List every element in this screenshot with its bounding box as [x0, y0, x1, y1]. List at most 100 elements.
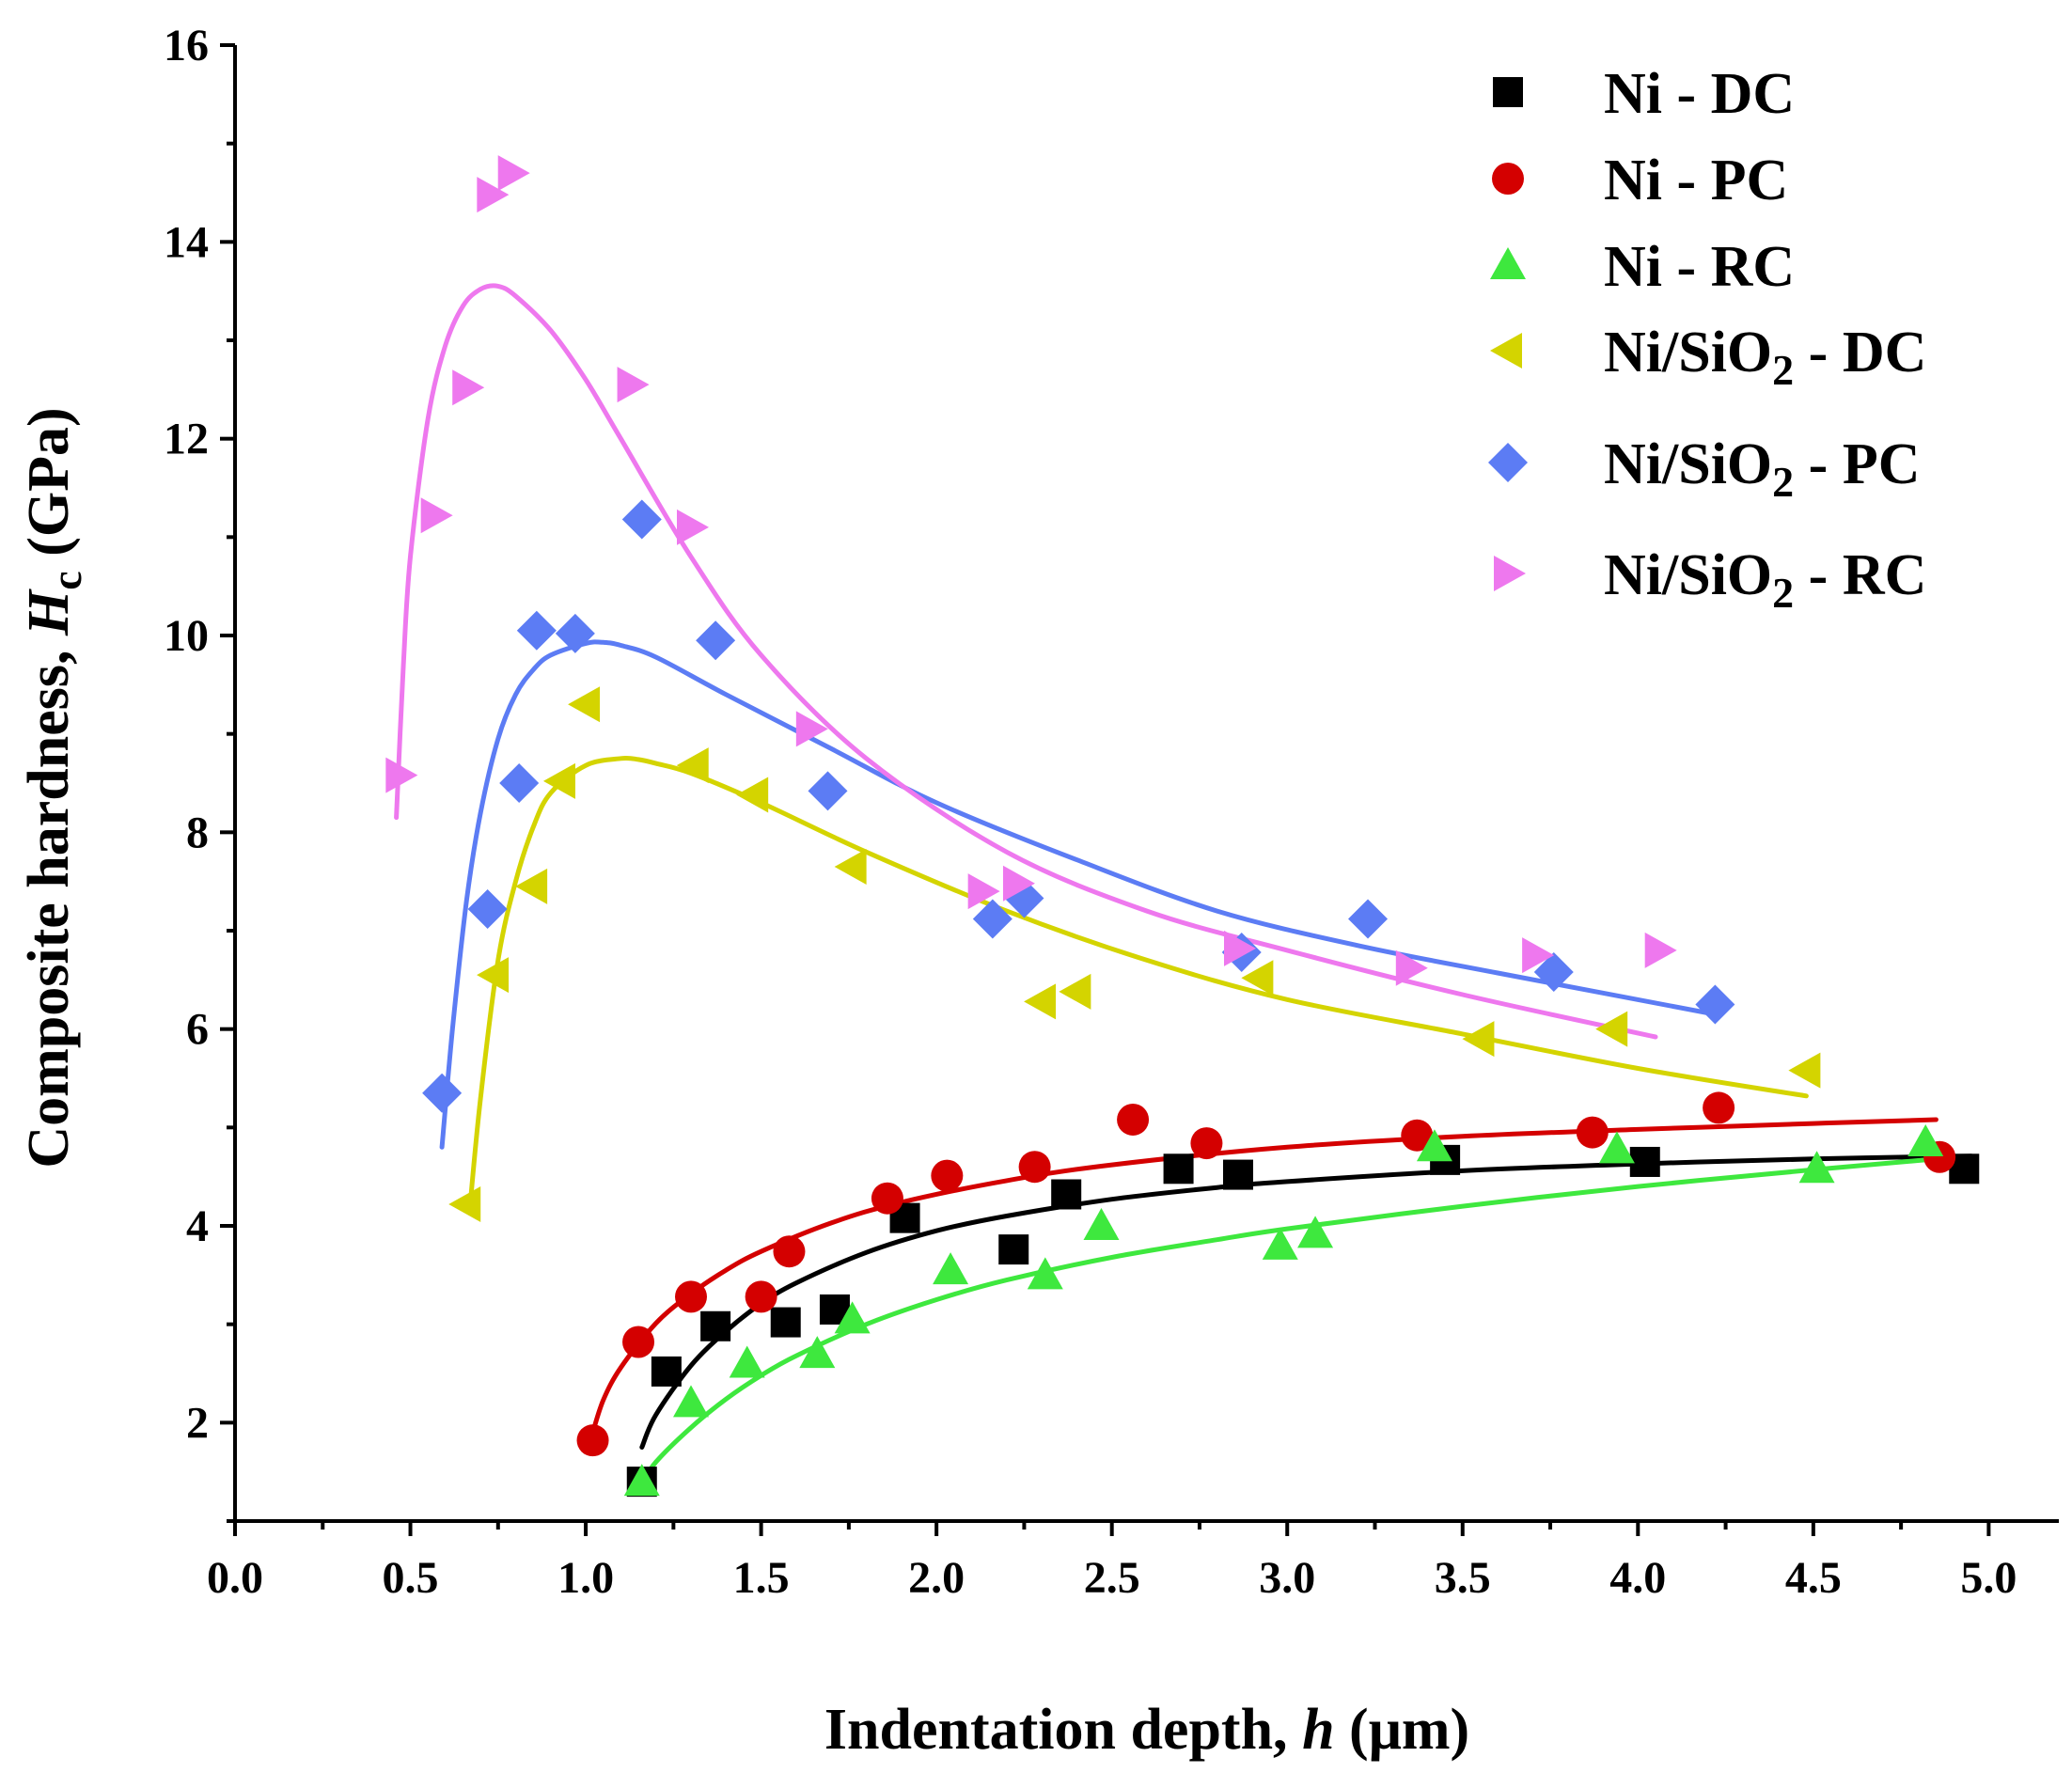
- legend: Ni - DC Ni - PC Ni - RC Ni/SiO2 - DC Ni/SiO2…: [1488, 62, 1926, 617]
- legend-label-ni-sio2-pc: Ni/SiO2 - PC: [1604, 432, 1920, 506]
- legend-label-ni-sio2-rc: Ni/SiO2 - RC: [1604, 543, 1926, 617]
- data-point-ni-sio2-dc: [1595, 1011, 1628, 1047]
- data-point-ni-sio2-rc: [477, 177, 510, 213]
- x-tick-label: 2.0: [908, 1553, 965, 1603]
- data-point-ni-sio2-pc: [467, 888, 508, 929]
- data-point-ni-rc: [834, 1301, 871, 1334]
- fit-line-ni-pc: [590, 1117, 1939, 1436]
- data-point-ni-sio2-dc: [834, 848, 867, 885]
- data-point-ni-pc: [1401, 1119, 1434, 1152]
- data-point-ni-sio2-pc: [1695, 984, 1735, 1025]
- data-point-ni-sio2-dc: [542, 762, 575, 799]
- data-point-ni-rc: [1907, 1124, 1944, 1157]
- data-point-ni-sio2-pc: [422, 1073, 463, 1113]
- data-point-ni-sio2-pc: [499, 763, 540, 803]
- data-point-ni-sio2-rc: [1002, 865, 1035, 902]
- data-point-ni-dc: [1051, 1179, 1082, 1210]
- data-point-ni-sio2-pc: [1348, 899, 1389, 939]
- data-point-ni-pc: [871, 1182, 903, 1215]
- legend-label-ni-dc: Ni - DC: [1604, 62, 1795, 126]
- data-point-ni-rc: [673, 1385, 709, 1418]
- x-tick-label: 3.5: [1435, 1553, 1491, 1603]
- data-point-ni-dc: [1223, 1159, 1253, 1190]
- data-points: [385, 155, 1980, 1498]
- fit-line-ni-sio2-dc: [467, 755, 1809, 1209]
- data-point-ni-sio2-dc: [736, 777, 769, 813]
- y-tick-label: 2: [186, 1398, 209, 1448]
- data-point-ni-sio2-pc: [555, 613, 595, 653]
- legend-marker-ni-rc: [1490, 247, 1526, 279]
- y-tick-label: 14: [164, 217, 209, 267]
- y-tick-label: 16: [164, 21, 209, 71]
- data-point-ni-sio2-dc: [448, 1185, 481, 1222]
- x-tick-label: 4.0: [1609, 1553, 1666, 1603]
- data-point-ni-sio2-rc: [617, 367, 650, 403]
- x-tick-label: 1.0: [557, 1553, 614, 1603]
- data-point-ni-rc: [1083, 1208, 1120, 1240]
- legend-marker-ni-sio2-dc: [1490, 333, 1522, 369]
- data-point-ni-dc: [651, 1356, 682, 1387]
- data-point-ni-rc: [1416, 1129, 1452, 1162]
- data-point-ni-sio2-dc: [1788, 1052, 1821, 1089]
- data-point-ni-pc: [931, 1159, 964, 1192]
- data-point-ni-sio2-rc: [1395, 949, 1428, 986]
- data-point-ni-pc: [675, 1280, 707, 1313]
- data-point-ni-rc: [1027, 1257, 1063, 1290]
- data-point-ni-rc: [1598, 1131, 1635, 1164]
- data-point-ni-sio2-pc: [808, 771, 848, 811]
- data-point-ni-sio2-dc: [515, 868, 548, 904]
- data-point-ni-sio2-dc: [676, 747, 709, 784]
- legend-marker-ni-sio2-pc: [1488, 443, 1528, 482]
- data-point-ni-pc: [1576, 1116, 1609, 1149]
- data-point-ni-dc: [1629, 1146, 1660, 1177]
- data-point-ni-dc: [700, 1310, 731, 1342]
- data-point-ni-rc: [623, 1464, 660, 1497]
- data-point-ni-dc: [1163, 1153, 1194, 1185]
- y-tick-label: 6: [186, 1005, 209, 1055]
- data-point-ni-sio2-rc: [420, 497, 453, 534]
- legend-label-ni-sio2-dc: Ni/SiO2 - DC: [1604, 321, 1926, 394]
- x-tick-label: 5.0: [1960, 1553, 2017, 1603]
- data-point-ni-rc: [729, 1345, 765, 1378]
- y-axis-title: Composite hardness, Hc (GPa): [17, 407, 90, 1168]
- fit-line-ni-sio2-rc: [394, 283, 1658, 1040]
- data-point-ni-pc: [1018, 1151, 1051, 1184]
- y-tick-label: 10: [164, 611, 209, 661]
- legend-marker-ni-dc: [1493, 77, 1523, 107]
- data-point-ni-sio2-rc: [1644, 932, 1677, 968]
- x-axis-title: Indentation depth, h (μm): [824, 1698, 1469, 1762]
- fit-line-ni-rc: [639, 1156, 1939, 1486]
- data-point-ni-sio2-pc: [696, 620, 736, 661]
- data-point-ni-sio2-rc: [677, 509, 709, 545]
- data-point-ni-pc: [622, 1326, 655, 1358]
- y-tick-label: 4: [186, 1201, 209, 1251]
- data-point-ni-sio2-dc: [568, 686, 601, 723]
- x-tick-label: 2.5: [1084, 1553, 1140, 1603]
- y-tick-label: 12: [164, 415, 209, 464]
- y-axis: 2 4 6 8 10 12 14 16: [164, 21, 235, 1523]
- data-point-ni-sio2-pc: [516, 610, 557, 651]
- fit-line-ni-sio2-pc: [439, 639, 1718, 1150]
- data-point-ni-rc: [799, 1336, 836, 1369]
- data-point-ni-sio2-rc: [967, 873, 1000, 910]
- data-point-ni-sio2-rc: [795, 711, 828, 747]
- data-point-ni-sio2-dc: [1462, 1021, 1495, 1058]
- data-point-ni-sio2-rc: [497, 155, 530, 192]
- y-tick-label: 8: [186, 808, 209, 857]
- x-axis: 0.0 0.5 1.0 1.5 2.0 2.5 3.0 3.5 4.0 4.5 5.0: [207, 1521, 2017, 1603]
- x-tick-label: 0.0: [207, 1553, 263, 1603]
- data-point-ni-sio2-dc: [1241, 960, 1274, 996]
- data-point-ni-rc: [933, 1252, 969, 1285]
- data-point-ni-dc: [770, 1307, 801, 1338]
- data-point-ni-pc: [745, 1280, 777, 1313]
- data-point-ni-pc: [1117, 1103, 1150, 1136]
- data-point-ni-rc: [1262, 1227, 1298, 1260]
- data-point-ni-sio2-pc: [1533, 951, 1574, 992]
- data-point-ni-sio2-rc: [385, 757, 418, 793]
- data-point-ni-sio2-rc: [452, 369, 485, 406]
- x-tick-label: 0.5: [383, 1553, 439, 1603]
- legend-label-ni-pc: Ni - PC: [1604, 149, 1788, 212]
- data-point-ni-sio2-pc: [621, 499, 662, 540]
- x-tick-label: 4.5: [1785, 1553, 1842, 1603]
